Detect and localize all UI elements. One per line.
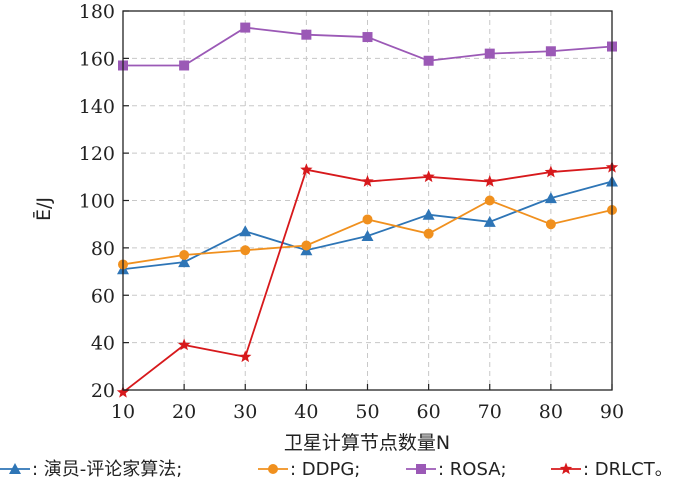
x-tick-label: 60: [417, 401, 441, 423]
data-point: [362, 32, 373, 43]
y-axis-label: Ē/J: [31, 197, 55, 221]
data-point: [301, 29, 312, 40]
y-tick-label: 20: [91, 380, 115, 402]
series-triangle: [117, 175, 618, 275]
data-point: [239, 350, 252, 363]
y-tick-label: 100: [79, 191, 115, 213]
data-point: [178, 256, 191, 268]
y-tick-label: 160: [79, 48, 115, 70]
grid: [123, 11, 612, 390]
legend-marker: [9, 463, 21, 474]
data-point: [240, 245, 251, 256]
legend-label: : 演员-评论家算法;: [32, 459, 182, 480]
data-point: [544, 165, 558, 178]
legend-label: : DDPG;: [290, 459, 360, 480]
x-tick-label: 20: [172, 401, 196, 423]
data-point: [301, 240, 312, 251]
y-tick-label: 80: [91, 238, 115, 260]
x-tick-label: 90: [600, 401, 624, 423]
x-tick-label: 70: [478, 401, 502, 423]
legend-marker: [559, 462, 573, 475]
data-point: [179, 60, 190, 71]
data-point: [484, 195, 495, 206]
data-point: [239, 225, 252, 237]
y-tick-label: 120: [79, 143, 115, 165]
data-point: [177, 338, 191, 351]
legend-item: : DDPG;: [258, 459, 360, 480]
y-tick-label: 180: [79, 1, 115, 23]
data-point: [179, 249, 190, 260]
data-point: [361, 230, 374, 242]
axis-ticks: 10 20 30 40 50 60 70 80 902040608010012014016018…: [79, 1, 624, 423]
y-tick-label: 40: [91, 333, 115, 355]
data-point: [423, 228, 434, 239]
data-point: [484, 48, 495, 59]
series-circle: [118, 195, 617, 270]
legend-marker: [268, 464, 278, 474]
y-tick-label: 140: [79, 96, 115, 118]
data-point: [544, 192, 557, 204]
legend-item: : ROSA;: [406, 459, 507, 480]
legend-item: : 演员-评论家算法;: [0, 459, 182, 480]
legend-marker: [416, 464, 426, 474]
legend-item: : DRLCT。: [551, 459, 673, 480]
data-point: [300, 163, 313, 175]
data-point: [545, 46, 556, 57]
y-tick-label: 60: [91, 285, 115, 307]
data-point: [116, 385, 130, 398]
series-group: [116, 22, 619, 398]
x-axis-label: 卫星计算节点数量N: [284, 432, 450, 454]
legend-label: : DRLCT。: [583, 459, 673, 480]
x-tick-label: 30: [233, 401, 257, 423]
data-point: [483, 175, 496, 187]
data-point: [423, 55, 434, 66]
data-point: [362, 214, 373, 225]
x-tick-label: 40: [294, 401, 318, 423]
legend-label: : ROSA;: [438, 459, 507, 480]
data-point: [483, 215, 496, 227]
data-point: [545, 219, 556, 230]
x-tick-label: 10: [111, 401, 135, 423]
data-point: [361, 175, 374, 187]
data-point: [422, 170, 435, 183]
data-point: [422, 208, 435, 220]
x-tick-label: 80: [539, 401, 563, 423]
data-point: [240, 22, 251, 33]
x-tick-label: 50: [355, 401, 379, 423]
legend: : 演员-评论家算法; : DDPG; : ROSA; : DRLCT。: [0, 459, 673, 480]
